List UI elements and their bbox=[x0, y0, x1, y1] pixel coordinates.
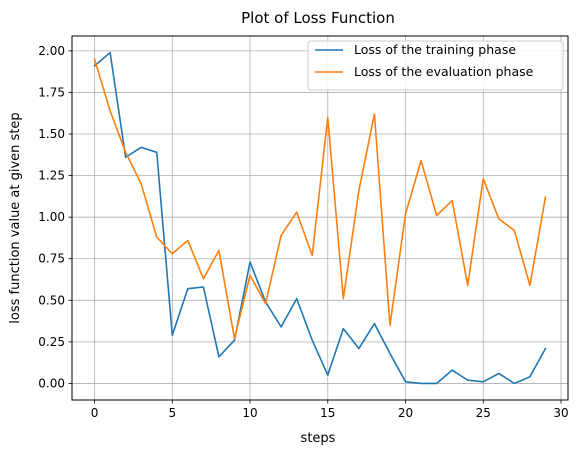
x-tick-label: 30 bbox=[553, 406, 568, 420]
x-axis-label: steps bbox=[301, 431, 336, 446]
y-axis-label: loss function value at given step bbox=[8, 112, 23, 323]
y-tick-label: 0.25 bbox=[38, 335, 65, 349]
y-tick-label: 1.25 bbox=[38, 169, 65, 183]
y-axis: 0.00 0.25 0.50 0.75 1.00 1.25 1.50 1.75 2.00 bbox=[38, 44, 72, 390]
legend-label-2: Loss of the evaluation phase bbox=[354, 64, 534, 79]
x-axis: 0 5 10 15 20 25 30 bbox=[91, 400, 569, 420]
plot-series bbox=[93, 51, 547, 385]
y-tick-label: 0.75 bbox=[38, 252, 65, 266]
series-line-2 bbox=[93, 58, 547, 340]
x-tick-label: 25 bbox=[476, 406, 491, 420]
y-tick-label: 2.00 bbox=[38, 44, 65, 58]
x-tick-label: 10 bbox=[242, 406, 257, 420]
y-tick-label: 1.50 bbox=[38, 127, 65, 141]
plot-frame bbox=[71, 35, 569, 401]
legend: Loss of the training phase Loss of the ev… bbox=[307, 40, 564, 91]
y-tick-label: 1.75 bbox=[38, 85, 65, 99]
y-tick-label: 1.00 bbox=[38, 210, 65, 224]
legend-box bbox=[307, 40, 564, 91]
grid-lines bbox=[72, 36, 568, 400]
y-tick-label: 0.50 bbox=[38, 293, 65, 307]
x-tick-label: 15 bbox=[320, 406, 335, 420]
chart-title: Plot of Loss Function bbox=[241, 9, 395, 27]
x-tick-label: 20 bbox=[398, 406, 413, 420]
legend-label-1: Loss of the training phase bbox=[354, 42, 516, 57]
series-line-1 bbox=[93, 51, 547, 385]
x-tick-label: 5 bbox=[168, 406, 176, 420]
y-tick-label: 0.00 bbox=[38, 376, 65, 390]
x-tick-label: 0 bbox=[91, 406, 99, 420]
